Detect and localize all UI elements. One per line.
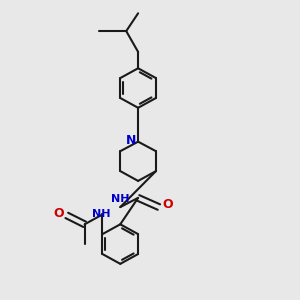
Text: O: O: [53, 207, 64, 220]
Text: NH: NH: [111, 194, 130, 204]
Text: NH: NH: [92, 209, 110, 220]
Text: N: N: [125, 134, 136, 147]
Text: O: O: [162, 198, 172, 211]
